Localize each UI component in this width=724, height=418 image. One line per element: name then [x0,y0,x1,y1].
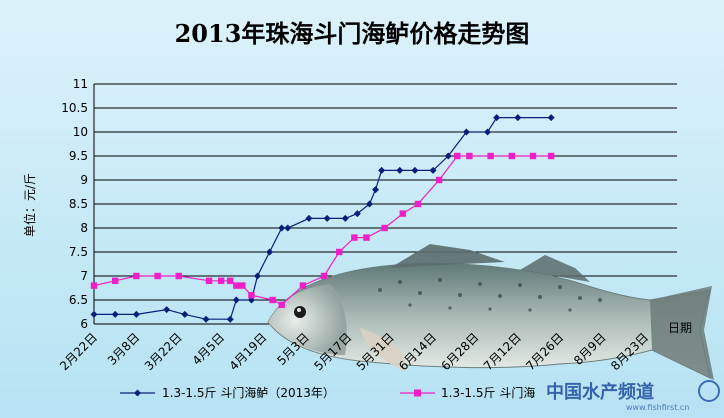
data-point [514,114,522,122]
data-point [227,277,234,284]
data-point [547,152,555,160]
data-point [414,200,422,208]
data-point [248,292,255,299]
data-point [462,128,470,136]
data-point [175,272,182,280]
data-point [181,310,189,318]
data-point [547,114,555,122]
series-line-1 [93,155,552,306]
data-point [378,166,386,174]
data-point [366,200,373,208]
y-tick-label: 8.5 [69,197,88,211]
data-point [508,152,515,160]
data-point [278,301,285,308]
data-point [435,176,443,184]
data-point [363,234,370,241]
data-point [111,277,119,284]
data-point [266,248,274,256]
y-tick-label: 9 [80,173,88,187]
data-point [133,272,140,280]
data-point [269,296,276,304]
legend: 1.3-1.5斤 斗门海鲈（2013年） 1.3-1.5斤 斗门海 [120,385,535,400]
y-tick-label: 6 [80,317,88,331]
legend-label-2013: 1.3-1.5斤 斗门海鲈（2013年） [162,385,335,400]
data-point [493,114,501,122]
data-point [454,152,461,160]
data-point [90,310,98,318]
y-axis-label: 单位：元/斤 [22,173,37,237]
watermark-text: 中国水产频道 [546,381,654,403]
data-point [381,224,388,232]
grid-lines [94,83,677,301]
data-point [299,282,307,289]
data-point [278,224,286,232]
x-tick-label: 2月22日 [57,330,100,373]
data-point [253,272,261,280]
data-point [411,166,419,174]
data-point [205,277,213,284]
data-point [154,272,161,280]
data-point [284,224,292,232]
legend-marker-2013 [134,389,141,397]
x-tick-label: 3月8日 [105,330,143,368]
data-point [232,296,240,304]
y-tick-label: 7.5 [69,245,88,259]
y-tick-label: 9.5 [69,149,88,163]
data-point [429,166,437,174]
y-tick-label: 8 [80,221,88,235]
watermark-logo-icon [698,380,720,402]
data-point [320,272,328,280]
x-tick-label: 4月5日 [190,330,228,368]
data-point [399,210,407,217]
watermark-url: www.fishfirst.cn [626,403,689,412]
data-point [351,234,358,241]
data-point [466,152,473,160]
y-tick-label: 11 [73,77,88,91]
x-tick-label: 4月19日 [227,330,270,373]
data-point [111,310,119,318]
data-point [305,214,313,222]
data-point [336,248,343,256]
data-point [163,306,171,314]
data-point [132,310,140,318]
y-tick-label: 7 [80,269,88,283]
data-point [217,277,225,284]
data-point [487,152,494,160]
data-point [396,166,404,174]
x-tick-label: 3月22日 [142,330,185,373]
data-point [90,282,98,289]
data-point [323,214,331,222]
y-axis-ticks: 6 6.5 7 7.5 8 8.5 9 9.5 10 10.5 11 [61,77,88,331]
data-point [341,214,349,222]
data-point [353,210,361,218]
data-point [484,128,492,136]
data-point [239,282,246,289]
watermark: 中国水产频道 www.fishfirst.cn [546,380,720,412]
x-axis-label: 日期 [668,321,692,335]
data-point [233,282,240,289]
y-tick-label: 6.5 [69,293,88,307]
data-point [372,186,380,194]
sea-bass-photo [267,244,714,380]
data-point [444,152,452,160]
legend-label-2012: 1.3-1.5斤 斗门海 [441,385,535,400]
data-point [529,152,537,160]
y-tick-label: 10 [73,125,88,139]
chart-title: 2013年珠海斗门海鲈价格走势图 [175,19,530,48]
data-point [226,315,234,323]
series-lines [90,114,555,323]
legend-marker-2012 [414,389,421,397]
y-tick-label: 10.5 [61,101,88,115]
data-point [202,315,210,323]
